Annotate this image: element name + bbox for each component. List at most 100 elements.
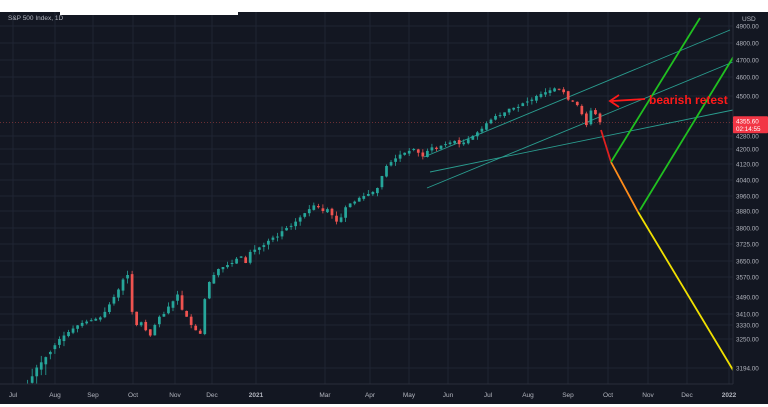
candle-body — [562, 89, 566, 93]
candle — [85, 319, 89, 325]
candle-body — [525, 101, 529, 103]
price-axis-bg — [733, 12, 768, 404]
price-axis-label: 4600.00 — [736, 75, 759, 82]
candle-body — [507, 108, 511, 113]
candle-body — [244, 257, 248, 263]
time-axis-bg — [0, 384, 768, 404]
candle — [466, 136, 470, 145]
time-axis-label: Apr — [365, 392, 376, 399]
candle-body — [544, 92, 547, 95]
time-axis-label: Jul — [9, 392, 18, 399]
candle — [62, 331, 66, 347]
price-axis-label: 3490.00 — [736, 295, 759, 302]
time-axis-label: Oct — [128, 392, 138, 399]
candle — [353, 200, 357, 206]
candle-body — [285, 228, 288, 231]
candle — [130, 270, 134, 315]
candle — [507, 108, 511, 115]
candle-body — [62, 335, 66, 342]
candle-body — [189, 316, 193, 325]
candle-body — [362, 196, 366, 199]
candle-body — [485, 123, 488, 130]
candle — [280, 226, 284, 240]
projection-green-line — [610, 17, 701, 163]
price-axis-label: 3570.00 — [736, 275, 759, 282]
price-axis-label: 4280.00 — [736, 134, 759, 141]
candle-body — [121, 279, 125, 291]
candle — [585, 111, 588, 128]
price-axis-currency: USD — [742, 16, 756, 23]
chart-area[interactable]: USD 4900.00 4800.00 4700.00 4600.00 4500.00 42… — [0, 12, 768, 404]
candle — [103, 307, 107, 319]
candle — [112, 294, 116, 306]
candle-body — [89, 320, 93, 322]
grid — [0, 12, 733, 384]
candle-body — [335, 215, 338, 222]
time-axis[interactable]: Jul Aug Sep Oct Nov Dec 2021 Mar Apr May Jun Jul Aug… — [0, 383, 768, 404]
candle — [194, 324, 198, 331]
candle-body — [280, 231, 284, 237]
candle-body — [316, 206, 320, 208]
candle — [253, 245, 257, 255]
candle — [521, 102, 525, 107]
time-axis-label: Sep — [562, 392, 574, 399]
symbol-legend[interactable]: S&P 500 Index, 1D — [8, 15, 64, 22]
candle — [448, 140, 452, 146]
candle-body — [198, 330, 202, 334]
candle — [357, 196, 361, 202]
candle — [598, 112, 602, 125]
candle — [312, 202, 316, 211]
candle — [444, 141, 447, 147]
candle — [257, 246, 261, 255]
candle — [416, 148, 420, 157]
time-axis-label: 2021 — [249, 392, 264, 399]
candle-body — [403, 152, 407, 155]
candle — [121, 278, 125, 295]
candle-body — [98, 317, 102, 320]
candle-body — [135, 311, 139, 325]
candle-body — [67, 332, 70, 337]
candle — [94, 317, 98, 321]
candle — [407, 148, 411, 157]
candle-body — [389, 162, 393, 166]
price-axis-label: 3194.00 — [736, 366, 759, 373]
projection-green-line — [639, 45, 741, 211]
candle — [230, 259, 234, 267]
candle-body — [489, 119, 493, 124]
candle-body — [239, 256, 243, 258]
current-price-tag — [733, 116, 768, 134]
candle — [426, 148, 429, 158]
price-axis-label: 3330.00 — [736, 323, 759, 330]
time-axis-label: Oct — [603, 392, 613, 399]
candle-body — [580, 105, 584, 115]
candle-body — [130, 274, 134, 312]
candle-body — [326, 209, 329, 213]
candle-body — [557, 88, 561, 90]
candle — [235, 256, 238, 264]
candle-body — [303, 213, 307, 217]
candle — [326, 207, 329, 214]
candle-body — [203, 299, 207, 335]
candle-body — [35, 367, 39, 377]
candle — [371, 191, 375, 196]
projection-drop-line — [600, 129, 612, 163]
candle-body — [398, 154, 402, 159]
candle — [53, 343, 57, 354]
candle — [203, 298, 207, 336]
price-axis-label: 3410.00 — [736, 312, 759, 319]
candle — [185, 310, 188, 317]
candle-body — [144, 321, 148, 331]
candle — [171, 300, 175, 312]
candle — [271, 235, 275, 243]
candle — [126, 270, 129, 284]
candle-body — [126, 275, 129, 279]
candle — [198, 328, 202, 334]
candle-body — [80, 322, 84, 326]
candle-body — [262, 245, 266, 247]
candle-body — [416, 149, 420, 153]
candle — [108, 302, 111, 315]
candle-body — [498, 115, 502, 117]
candle-body — [430, 147, 434, 151]
